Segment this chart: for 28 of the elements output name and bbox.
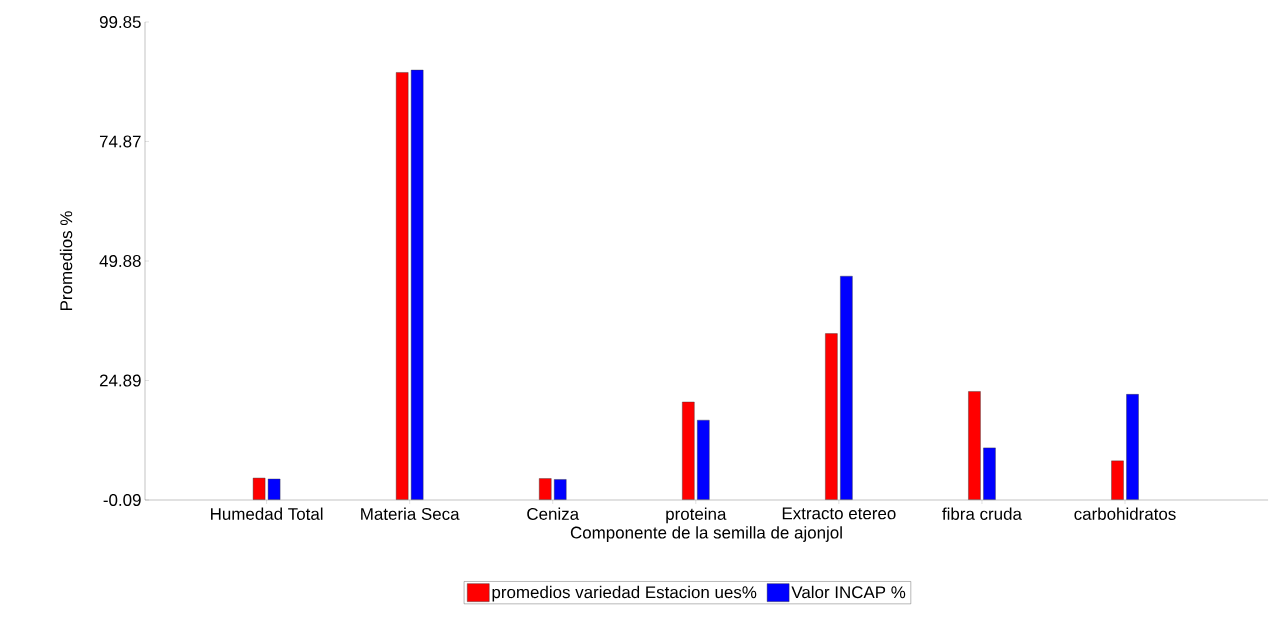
legend-label: Valor INCAP % (791, 585, 906, 599)
y-tick-label: 24.89 (99, 374, 141, 387)
x-axis-title: Componente de la semilla de ajonjol (570, 526, 842, 542)
bar (983, 447, 996, 500)
y-tick-label: 99.85 (99, 16, 141, 28)
bar (968, 391, 981, 500)
x-tick-label: carbohidratos (1074, 507, 1176, 520)
x-tick-label: proteina (666, 507, 727, 524)
y-tick-label: -0.09 (103, 494, 141, 506)
x-tick-label: fibra cruda (942, 507, 1022, 520)
bar (539, 478, 552, 500)
y-tick-label: 49.88 (99, 255, 141, 267)
bar (682, 401, 695, 500)
bar (554, 479, 567, 500)
bar (1126, 394, 1139, 500)
bar (1111, 460, 1124, 500)
bar (697, 419, 710, 500)
bar (395, 72, 409, 500)
bar (840, 276, 853, 500)
x-tick-label: Humedad Total (211, 507, 323, 520)
x-tick-label: Materia Seca (361, 507, 460, 520)
x-tick-label: Ceniza (527, 507, 580, 520)
y-tick-label: 74.87 (99, 135, 141, 148)
bar (410, 69, 424, 500)
legend-label: promedios variedad Estacion ues% (492, 585, 757, 602)
x-tick-label: Extracto etereo (782, 507, 896, 520)
bar (825, 333, 838, 500)
y-axis-title: Promedios % (59, 211, 73, 310)
